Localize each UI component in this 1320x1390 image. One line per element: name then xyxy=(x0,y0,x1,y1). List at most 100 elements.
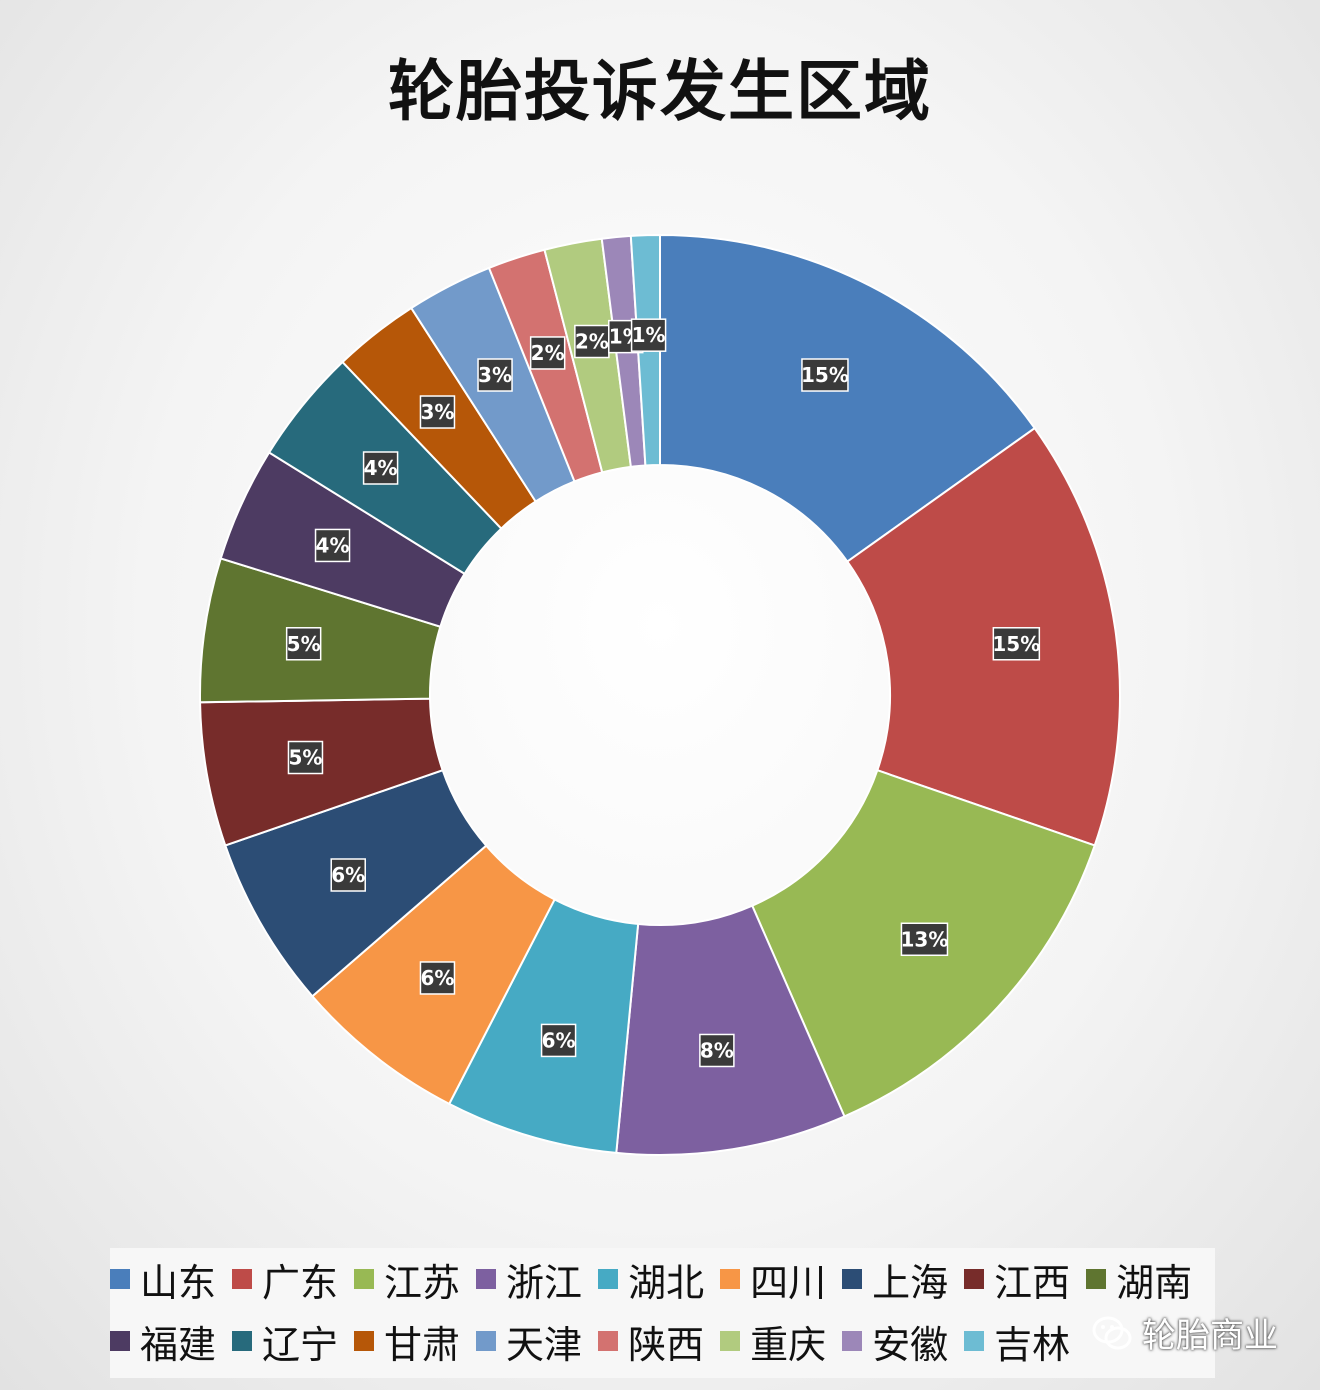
data-label: 8% xyxy=(699,1033,735,1068)
data-label-box xyxy=(285,627,322,661)
legend-item: 辽宁 xyxy=(232,1314,338,1369)
data-label: 6% xyxy=(330,858,366,892)
legend-label: 天津 xyxy=(506,1322,583,1367)
data-label: 4% xyxy=(314,528,351,563)
watermark: 轮胎商业 xyxy=(1090,1308,1278,1357)
watermark-text: 轮胎商业 xyxy=(1142,1316,1278,1356)
data-label: 1% xyxy=(630,318,667,352)
legend-swatch xyxy=(720,1331,741,1351)
legend-swatch xyxy=(1086,1269,1107,1289)
legend-label: 上海 xyxy=(872,1260,949,1305)
legend-item: 山东 xyxy=(110,1252,216,1307)
legend-swatch xyxy=(598,1269,619,1289)
data-label-text: 8% xyxy=(700,1038,734,1062)
legend-label: 浙江 xyxy=(506,1260,583,1305)
data-label-box xyxy=(330,858,366,892)
legend-swatch xyxy=(232,1331,253,1351)
legend-swatch xyxy=(110,1331,130,1351)
legend-label: 广东 xyxy=(262,1260,339,1305)
legend-swatch xyxy=(964,1269,985,1289)
legend-label: 山东 xyxy=(140,1260,217,1305)
data-label: 2% xyxy=(529,336,566,370)
legend-row: 福建 辽宁 甘肃 天津 陕西 重庆 安徽 吉林 xyxy=(110,1310,1215,1372)
data-label-text: 2% xyxy=(531,341,565,365)
data-label-text: 15% xyxy=(992,632,1040,656)
data-label-text: 1% xyxy=(632,323,666,347)
legend-item: 广东 xyxy=(232,1252,338,1307)
chart-title: 轮胎投诉发生区域 xyxy=(388,53,932,130)
data-label: 15% xyxy=(992,627,1041,661)
legend-label: 湖南 xyxy=(1116,1260,1193,1305)
legend-label: 陕西 xyxy=(628,1322,705,1367)
data-label-box xyxy=(801,358,849,392)
legend-item: 上海 xyxy=(842,1252,948,1307)
data-label-text: 5% xyxy=(288,746,322,770)
legend-item: 江西 xyxy=(964,1252,1070,1307)
data-label-text: 3% xyxy=(478,363,512,387)
donut-slice-山东 xyxy=(659,233,1037,563)
legend-item: 天津 xyxy=(476,1314,582,1369)
data-label: 15% xyxy=(801,358,849,392)
data-label-text: 6% xyxy=(542,1028,576,1052)
data-label-box xyxy=(477,358,513,392)
legend-swatch xyxy=(476,1269,497,1289)
data-label-box xyxy=(362,451,399,485)
legend-item: 四川 xyxy=(720,1252,826,1307)
legend-item: 湖南 xyxy=(1086,1252,1192,1307)
legend-item: 陕西 xyxy=(598,1314,704,1369)
legend-label: 福建 xyxy=(140,1322,217,1367)
legend-label: 四川 xyxy=(750,1260,827,1305)
legend-swatch xyxy=(842,1269,863,1289)
donut-slice-广东 xyxy=(845,426,1121,847)
data-label-text: 4% xyxy=(364,456,398,480)
data-label-box xyxy=(529,336,566,370)
legend-row: 山东 广东 江苏 浙江 湖北 四川 上海 江西 湖南 xyxy=(110,1248,1215,1310)
data-label-text: 6% xyxy=(331,863,365,887)
data-label-text: 2% xyxy=(575,330,609,354)
data-label-box xyxy=(699,1033,735,1068)
data-label: 6% xyxy=(540,1023,577,1058)
chart-legend: 山东 广东 江苏 浙江 湖北 四川 上海 江西 湖南 福建 辽宁 甘肃 天津 陕西 重庆 安徽 吉林 xyxy=(110,1248,1215,1378)
data-label-box xyxy=(540,1023,577,1058)
data-label-box xyxy=(900,922,949,957)
legend-swatch xyxy=(476,1331,497,1351)
legend-item: 吉林 xyxy=(964,1314,1070,1369)
data-label-text: 13% xyxy=(901,927,949,951)
data-label-box xyxy=(287,740,324,775)
legend-label: 吉林 xyxy=(994,1322,1071,1367)
data-label: 2% xyxy=(574,324,610,359)
legend-swatch xyxy=(354,1269,375,1289)
data-label: 13% xyxy=(900,922,949,957)
legend-swatch xyxy=(110,1269,130,1289)
legend-swatch xyxy=(598,1331,619,1351)
data-label: 3% xyxy=(419,395,456,429)
legend-item: 福建 xyxy=(110,1314,216,1369)
data-label-text: 6% xyxy=(420,966,454,990)
legend-swatch xyxy=(720,1269,741,1289)
data-label-text: 15% xyxy=(801,363,849,387)
data-label-box xyxy=(314,528,351,563)
wechat-icon xyxy=(1092,1316,1132,1349)
data-label: 6% xyxy=(419,961,456,995)
legend-label: 辽宁 xyxy=(262,1322,339,1367)
legend-swatch xyxy=(232,1269,253,1289)
data-label-text: 5% xyxy=(287,632,321,656)
legend-item: 安徽 xyxy=(842,1314,948,1369)
legend-item: 浙江 xyxy=(476,1252,582,1307)
legend-label: 甘肃 xyxy=(384,1322,461,1367)
legend-item: 甘肃 xyxy=(354,1314,460,1369)
data-label-box xyxy=(419,395,456,429)
data-label-text: 4% xyxy=(316,533,350,557)
data-label-box xyxy=(419,961,456,995)
data-label: 3% xyxy=(477,358,513,392)
legend-swatch xyxy=(354,1331,375,1351)
legend-item: 江苏 xyxy=(354,1252,460,1307)
data-label-box xyxy=(630,318,667,352)
legend-item: 重庆 xyxy=(720,1314,826,1369)
legend-swatch xyxy=(842,1331,863,1351)
legend-label: 重庆 xyxy=(750,1322,827,1367)
legend-label: 安徽 xyxy=(872,1322,949,1367)
data-label-box xyxy=(992,627,1041,661)
data-label: 4% xyxy=(362,451,399,485)
